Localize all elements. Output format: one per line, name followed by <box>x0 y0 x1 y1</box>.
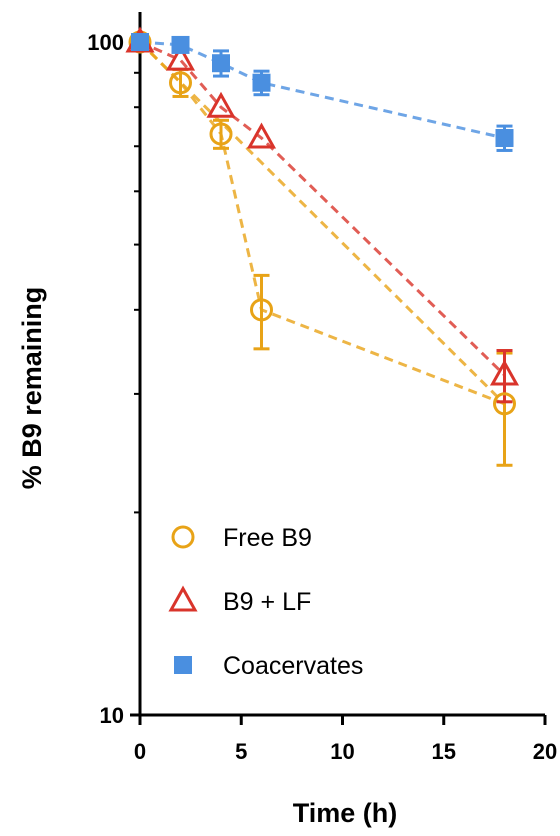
axes: 10 100 0 5 10 15 20 <box>87 12 557 764</box>
y-tick-label: 10 <box>100 703 124 728</box>
y-tick-label: 100 <box>87 30 124 55</box>
data-point-circle <box>171 525 195 549</box>
error-bars <box>172 49 513 467</box>
x-tick-label: 5 <box>235 739 247 764</box>
data-point-square <box>174 656 192 674</box>
data-point-square <box>495 129 514 148</box>
data-point-square <box>171 35 190 54</box>
x-tick-label: 0 <box>134 739 146 764</box>
series-line <box>139 40 506 377</box>
legend: Free B9 B9 + LF Coacervates <box>168 524 363 680</box>
x-axis-title: Time (h) <box>293 798 398 828</box>
x-tick-label: 15 <box>432 739 456 764</box>
data-point-square <box>212 54 230 73</box>
legend-label: Free B9 <box>223 524 312 552</box>
data-point-triangle <box>165 44 196 71</box>
data-point-circle <box>493 392 516 416</box>
data-point-circle <box>169 71 192 95</box>
fit-lines <box>138 40 506 405</box>
x-tick-label: 10 <box>330 739 354 764</box>
data-point-triangle <box>489 359 520 386</box>
series-line <box>139 40 505 140</box>
legend-label: Coacervates <box>223 652 363 680</box>
data-point-square <box>252 73 271 92</box>
fit-line <box>138 40 506 405</box>
data-point-square <box>131 33 149 51</box>
legend-label: B9 + LF <box>223 588 311 616</box>
data-point-triangle <box>168 585 198 612</box>
markers <box>125 26 520 416</box>
data-point-circle <box>250 298 273 322</box>
x-tick-label: 20 <box>533 739 557 764</box>
y-axis-title: % B9 remaining <box>17 287 47 490</box>
data-point-triangle <box>206 91 236 118</box>
data-point-circle <box>209 122 233 146</box>
data-point-triangle <box>246 122 277 149</box>
